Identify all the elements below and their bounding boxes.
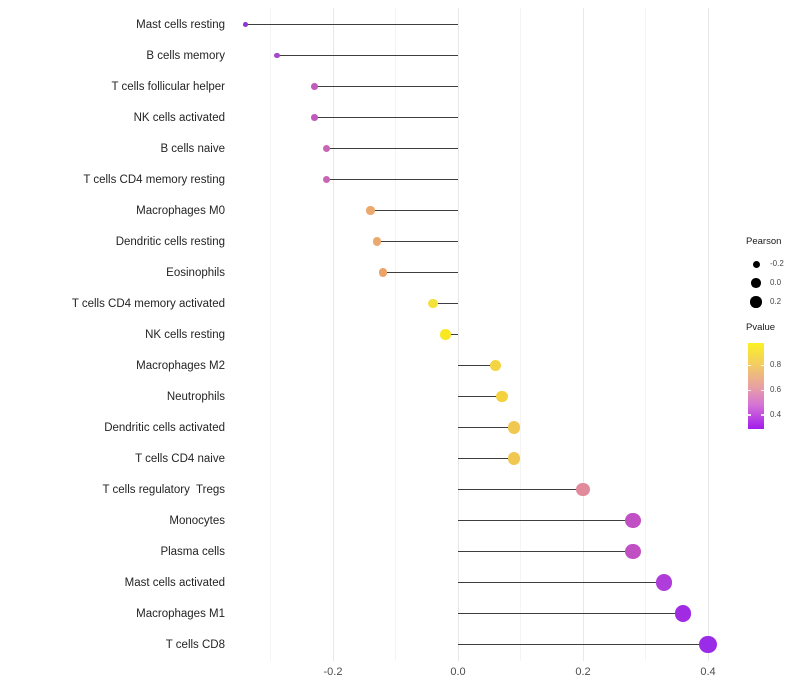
lollipop-stem (458, 488, 583, 491)
lollipop-stem (383, 271, 458, 274)
y-axis-label: T cells follicular helper (111, 80, 225, 93)
gridline-major (332, 8, 334, 661)
pvalue-colorbar (748, 343, 764, 429)
y-axis-label: Plasma cells (160, 545, 225, 558)
lollipop-stem (458, 364, 496, 367)
size-legend-label: 0.0 (770, 278, 782, 287)
y-axis-label: Dendritic cells activated (104, 421, 225, 434)
lollipop-stem (458, 612, 683, 615)
lollipop-stem (458, 581, 665, 584)
y-axis-label: T cells CD4 memory activated (71, 297, 225, 310)
y-axis-label: Monocytes (169, 514, 225, 527)
lollipop-stem (458, 550, 633, 553)
colorbar-tick-mark (748, 364, 751, 367)
lollipop-dot (699, 635, 717, 654)
y-axis-label: T cells CD8 (165, 638, 225, 651)
colorbar-tick-mark (761, 389, 764, 392)
lollipop-stem (458, 395, 502, 398)
size-legend-dot (752, 260, 760, 268)
lollipop-dot (576, 482, 590, 497)
lollipop-stem (370, 209, 458, 212)
y-axis-label: NK cells activated (133, 111, 225, 124)
colorbar-tick-mark (748, 389, 751, 392)
lollipop-dot (378, 268, 388, 277)
x-tick-label: 0.0 (450, 666, 466, 678)
lollipop-dot (508, 452, 521, 465)
lollipop-dot (625, 543, 641, 560)
gridline-major (457, 8, 459, 661)
colorbar-tick-label: 0.8 (770, 360, 782, 370)
lollipop-dot (495, 390, 508, 403)
lollipop-stem (433, 302, 458, 305)
y-axis-label: Neutrophils (166, 390, 225, 403)
gridline-major (582, 8, 584, 661)
lollipop-stem (326, 147, 458, 150)
lollipop-stem (458, 643, 708, 646)
colorbar-tick-label: 0.4 (770, 410, 782, 420)
lollipop-stem (458, 519, 633, 522)
lollipop-dot (310, 83, 318, 90)
y-axis-label: Macrophages M1 (136, 607, 225, 620)
lollipop-dot (674, 605, 692, 622)
lollipop-stem (326, 178, 458, 181)
lollipop-dot (625, 512, 641, 529)
y-axis-label: Dendritic cells resting (115, 235, 225, 248)
x-tick-label: 0.4 (700, 666, 716, 678)
y-axis-label: B cells memory (146, 49, 225, 62)
colorbar-tick-mark (748, 414, 751, 416)
lollipop-stem (276, 54, 458, 57)
colorbar-tick-mark (761, 364, 764, 367)
lollipop-stem (445, 333, 458, 336)
lollipop-dot (323, 145, 331, 152)
gridline-major (707, 8, 709, 661)
lollipop-stem (314, 116, 458, 119)
lollipop-dot (440, 329, 451, 340)
lollipop-dot (656, 574, 673, 591)
y-axis-label: NK cells resting (145, 328, 225, 341)
lollipop-stem (458, 426, 515, 429)
y-axis-label: Mast cells resting (136, 18, 225, 31)
size-legend-dot (751, 278, 761, 288)
lollipop-stem (458, 457, 515, 460)
lollipop-dot (273, 52, 280, 59)
gridline-minor (520, 8, 521, 661)
colorbar-tick-label: 0.6 (770, 385, 782, 395)
lollipop-dot (489, 359, 502, 372)
gridline-minor (395, 8, 396, 661)
lollipop-dot (508, 421, 521, 434)
lollipop-stem (245, 23, 458, 26)
color-legend-title: Pvalue (746, 322, 776, 333)
size-legend-dot (750, 296, 762, 308)
y-axis-label: T cells CD4 naive (135, 452, 225, 465)
lollipop-dot (310, 114, 318, 121)
y-axis-label: Eosinophils (166, 266, 225, 279)
colorbar-tick-mark (761, 414, 764, 416)
lollipop-stem (376, 240, 458, 243)
lollipop-dot (366, 206, 375, 215)
y-axis-label: T cells regulatory Tregs (102, 483, 225, 496)
x-tick-label: 0.2 (575, 666, 591, 678)
y-axis-label: Macrophages M2 (136, 359, 225, 372)
y-axis-label: Mast cells activated (124, 576, 225, 589)
lollipop-dot (243, 22, 248, 27)
size-legend-label: 0.2 (770, 297, 782, 306)
y-axis-label: Macrophages M0 (136, 204, 225, 217)
x-tick-label: -0.2 (323, 666, 343, 678)
gridline-minor (270, 8, 271, 661)
lollipop-dot (428, 298, 438, 309)
y-axis-label: T cells CD4 memory resting (83, 173, 225, 186)
size-legend-title: Pearson (746, 236, 782, 247)
lollipop-dot (323, 176, 331, 183)
size-legend-label: -0.2 (770, 259, 784, 268)
gridline-minor (645, 8, 646, 661)
lollipop-stem (314, 85, 458, 88)
lollipop-dot (372, 237, 381, 246)
y-axis-label: B cells naive (160, 142, 225, 155)
